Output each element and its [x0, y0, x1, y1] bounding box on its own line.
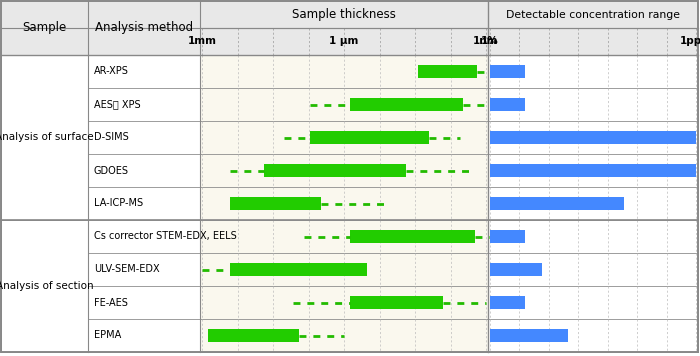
Bar [1, 154, 88, 187]
Bar [490, 263, 542, 276]
Bar [488, 88, 698, 121]
Bar [200, 154, 488, 187]
Bar [88, 220, 200, 253]
Bar [200, 121, 488, 154]
Text: Sample: Sample [22, 21, 66, 35]
Bar [230, 263, 367, 276]
Text: Sample thickness: Sample thickness [292, 8, 396, 21]
Text: 1 μm: 1 μm [329, 37, 358, 47]
Bar [490, 197, 624, 210]
Bar [490, 230, 525, 243]
Bar [488, 187, 698, 220]
Bar [1, 319, 88, 352]
Bar [1, 28, 88, 55]
Bar [488, 121, 698, 154]
Bar [490, 131, 696, 144]
Bar [1, 1, 88, 28]
Bar [310, 131, 429, 144]
Text: EPMA: EPMA [94, 330, 121, 340]
Text: ULV-SEM-EDX: ULV-SEM-EDX [94, 265, 160, 274]
Text: Analysis of section: Analysis of section [0, 281, 93, 291]
Bar [418, 65, 477, 78]
Bar [88, 121, 200, 154]
Bar [1, 121, 88, 154]
Bar [208, 329, 299, 342]
Bar [350, 296, 443, 309]
Bar [200, 253, 488, 286]
Bar [200, 187, 488, 220]
Bar [488, 55, 698, 88]
Bar [1, 220, 88, 352]
Bar [490, 65, 525, 78]
Bar [1, 253, 88, 286]
Bar [490, 329, 568, 342]
Bar [488, 319, 698, 352]
Text: Analysis method: Analysis method [95, 21, 193, 35]
Bar [488, 1, 698, 28]
Bar [1, 286, 88, 319]
Text: GDOES: GDOES [94, 166, 129, 176]
Bar [88, 55, 200, 88]
Bar [488, 28, 698, 55]
Text: Cs corrector STEM-EDX, EELS: Cs corrector STEM-EDX, EELS [94, 231, 237, 241]
Text: 1ppm: 1ppm [680, 37, 700, 47]
Bar [88, 286, 200, 319]
Bar [488, 154, 698, 187]
Bar [88, 1, 200, 28]
Text: FE-AES: FE-AES [94, 298, 128, 308]
Bar [265, 164, 407, 177]
Text: LA-ICP-MS: LA-ICP-MS [94, 199, 143, 209]
Bar [488, 286, 698, 319]
Bar [88, 154, 200, 187]
Bar [88, 28, 200, 55]
Bar [200, 88, 488, 121]
Bar [1, 55, 88, 220]
Text: AR-XPS: AR-XPS [94, 67, 129, 77]
Text: AES， XPS: AES， XPS [94, 99, 141, 110]
Bar [350, 98, 463, 111]
Bar [1, 55, 88, 88]
Bar [1, 88, 88, 121]
Bar [88, 253, 200, 286]
Bar [200, 220, 488, 253]
Bar [488, 220, 698, 253]
Bar [200, 319, 488, 352]
Bar [350, 230, 475, 243]
Bar [200, 1, 488, 28]
Bar [88, 319, 200, 352]
Text: Detectable concentration range: Detectable concentration range [506, 10, 680, 20]
Bar [88, 187, 200, 220]
Text: Analysis of surface: Analysis of surface [0, 132, 94, 142]
Bar [490, 164, 696, 177]
Bar [490, 98, 525, 111]
Bar [230, 197, 321, 210]
Bar [200, 55, 488, 88]
Text: 1%: 1% [481, 37, 499, 47]
Bar [200, 286, 488, 319]
Bar [1, 220, 88, 253]
Text: 1nm: 1nm [473, 37, 498, 47]
Text: D-SIMS: D-SIMS [94, 132, 129, 142]
Bar [1, 187, 88, 220]
Bar [488, 253, 698, 286]
Bar [490, 296, 525, 309]
Text: 1mm: 1mm [188, 37, 216, 47]
Bar [88, 88, 200, 121]
Bar [200, 28, 488, 55]
